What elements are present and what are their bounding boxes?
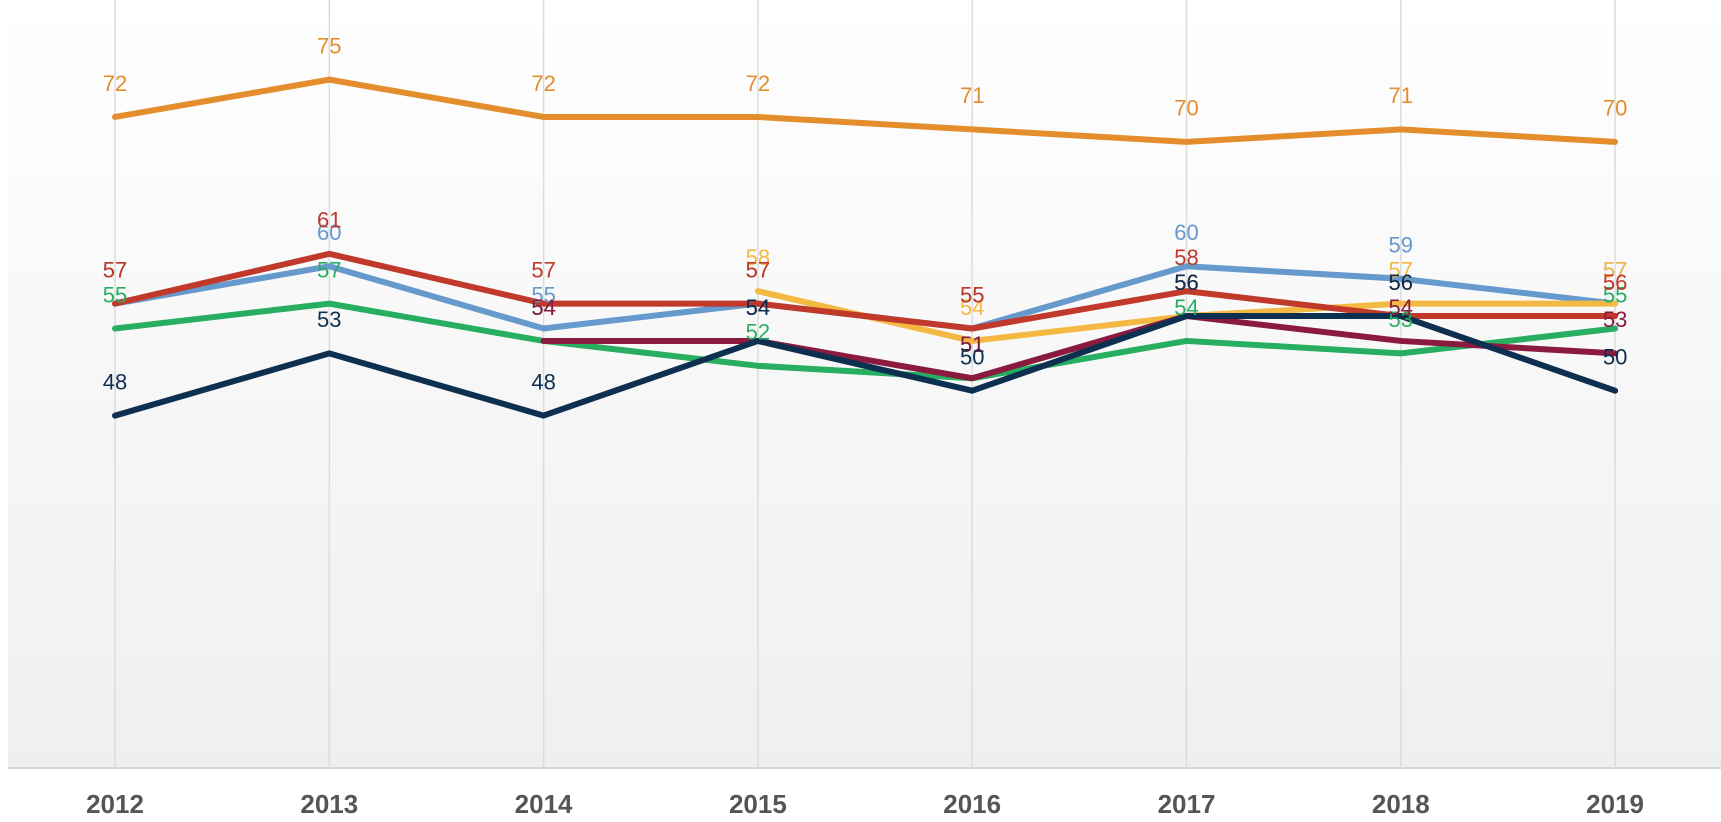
- data-label: 71: [1389, 83, 1413, 108]
- data-label: 70: [1603, 96, 1627, 121]
- data-label: 54: [1174, 295, 1198, 320]
- data-label: 48: [531, 369, 555, 394]
- x-tick-label: 2018: [1372, 789, 1430, 819]
- data-label: 54: [960, 295, 984, 320]
- data-label: 61: [317, 208, 341, 233]
- data-label: 70: [1174, 96, 1198, 121]
- data-label: 57: [103, 257, 127, 282]
- data-label: 56: [1174, 270, 1198, 295]
- x-tick-label: 2013: [300, 789, 358, 819]
- data-label: 55: [960, 282, 984, 307]
- data-label: 59: [1389, 233, 1413, 258]
- x-tick-label: 2019: [1586, 789, 1644, 819]
- series-line: [112, 250, 1619, 332]
- data-label: 53: [1603, 307, 1627, 332]
- data-label: 57: [1603, 257, 1627, 282]
- data-label: 56: [1174, 270, 1198, 295]
- data-label: 53: [1389, 307, 1413, 332]
- x-tick-label: 2017: [1158, 789, 1216, 819]
- data-label: 50: [960, 345, 984, 370]
- data-label: 72: [746, 71, 770, 96]
- series-line: [112, 300, 1619, 382]
- data-label: 56: [1389, 270, 1413, 295]
- x-tick-label: 2014: [515, 789, 573, 819]
- data-label: 75: [317, 33, 341, 58]
- data-label: 54: [746, 295, 770, 320]
- data-label: 53: [317, 307, 341, 332]
- series-line: [540, 313, 1619, 382]
- data-label: 57: [1389, 257, 1413, 282]
- data-label: 50: [1603, 345, 1627, 370]
- data-label: 54: [531, 295, 555, 320]
- data-label: 52: [746, 320, 770, 345]
- data-label: 72: [531, 71, 555, 96]
- data-label: 57: [1603, 257, 1627, 282]
- data-label: 55: [1603, 282, 1627, 307]
- data-label: 57: [531, 257, 555, 282]
- data-label: 55: [103, 282, 127, 307]
- data-label: 54: [1389, 295, 1413, 320]
- plot-background: [8, 0, 1721, 768]
- data-label: 55: [531, 282, 555, 307]
- x-tick-label: 2012: [86, 789, 144, 819]
- data-label: 72: [103, 71, 127, 96]
- data-label: 71: [960, 83, 984, 108]
- series-line: [112, 76, 1619, 145]
- data-label: 56: [1389, 270, 1413, 295]
- data-label: 58: [746, 245, 770, 270]
- data-label: 57: [746, 257, 770, 282]
- x-tick-label: 2015: [729, 789, 787, 819]
- data-label: 56: [1174, 270, 1198, 295]
- series-line: [112, 313, 1619, 419]
- data-label: 54: [531, 295, 555, 320]
- data-label: 58: [1174, 245, 1198, 270]
- x-tick-label: 2016: [943, 789, 1001, 819]
- data-label: 54: [746, 295, 770, 320]
- data-label: 60: [317, 220, 341, 245]
- data-label: 55: [960, 282, 984, 307]
- data-label: 56: [1603, 270, 1627, 295]
- data-label: 57: [746, 257, 770, 282]
- data-label: 57: [317, 257, 341, 282]
- data-label: 51: [960, 332, 984, 357]
- data-label: 60: [1174, 220, 1198, 245]
- data-label: 51: [960, 332, 984, 357]
- data-label: 48: [103, 369, 127, 394]
- data-label: 57: [103, 257, 127, 282]
